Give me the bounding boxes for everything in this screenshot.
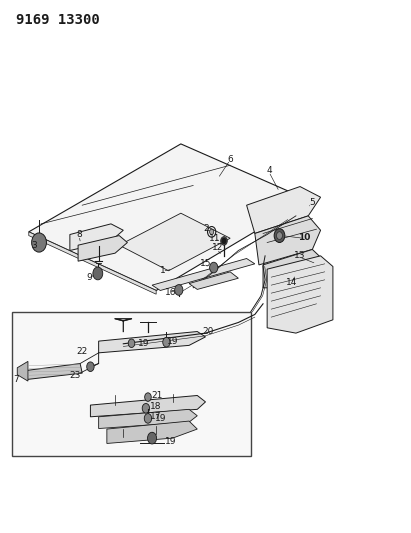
Text: 2: 2 (203, 224, 209, 232)
Circle shape (145, 393, 151, 401)
Polygon shape (17, 361, 28, 381)
Polygon shape (29, 232, 156, 294)
Text: 3: 3 (31, 241, 37, 249)
Polygon shape (267, 256, 333, 333)
Circle shape (148, 432, 157, 444)
Circle shape (221, 237, 227, 245)
Text: 19: 19 (138, 340, 150, 348)
Circle shape (277, 232, 282, 239)
Text: 22: 22 (76, 348, 88, 356)
Text: 12: 12 (212, 244, 224, 252)
Circle shape (210, 262, 218, 273)
Text: 10: 10 (298, 233, 310, 241)
Circle shape (128, 339, 135, 348)
Circle shape (32, 233, 46, 252)
Polygon shape (78, 236, 127, 261)
Text: 4: 4 (267, 166, 272, 175)
Polygon shape (119, 213, 230, 271)
Text: 18: 18 (150, 402, 161, 410)
Circle shape (144, 414, 152, 423)
Polygon shape (29, 144, 308, 290)
Circle shape (210, 229, 214, 235)
Text: 21: 21 (151, 391, 163, 400)
Text: 20: 20 (202, 327, 213, 336)
Text: 7: 7 (14, 375, 19, 384)
Circle shape (93, 267, 103, 280)
Text: 19: 19 (167, 337, 178, 345)
Polygon shape (99, 332, 206, 353)
Text: 5: 5 (309, 198, 315, 207)
Polygon shape (189, 272, 238, 289)
Text: 19: 19 (165, 437, 176, 446)
Text: 17: 17 (150, 413, 161, 421)
Text: 16: 16 (165, 288, 176, 296)
Text: 1: 1 (159, 266, 165, 274)
Circle shape (163, 337, 170, 347)
Circle shape (222, 238, 226, 244)
Polygon shape (263, 249, 325, 288)
Polygon shape (27, 364, 82, 379)
Text: 6: 6 (227, 156, 233, 164)
Polygon shape (70, 224, 123, 251)
Polygon shape (247, 187, 321, 233)
Polygon shape (255, 216, 321, 265)
Text: 8: 8 (76, 230, 82, 239)
Text: 19: 19 (155, 414, 166, 423)
Polygon shape (90, 395, 206, 417)
Text: 9169 13300: 9169 13300 (16, 13, 100, 27)
Polygon shape (107, 421, 197, 443)
Polygon shape (99, 409, 197, 429)
Text: 14: 14 (286, 278, 298, 287)
Circle shape (175, 285, 183, 295)
Text: 15: 15 (200, 260, 211, 268)
FancyBboxPatch shape (12, 312, 251, 456)
Text: 11: 11 (209, 234, 220, 243)
Circle shape (142, 403, 150, 413)
Polygon shape (152, 259, 255, 290)
Text: 23: 23 (69, 372, 81, 380)
Text: 9: 9 (87, 273, 92, 281)
Circle shape (87, 362, 94, 372)
Text: 13: 13 (294, 252, 306, 260)
Circle shape (274, 229, 285, 243)
